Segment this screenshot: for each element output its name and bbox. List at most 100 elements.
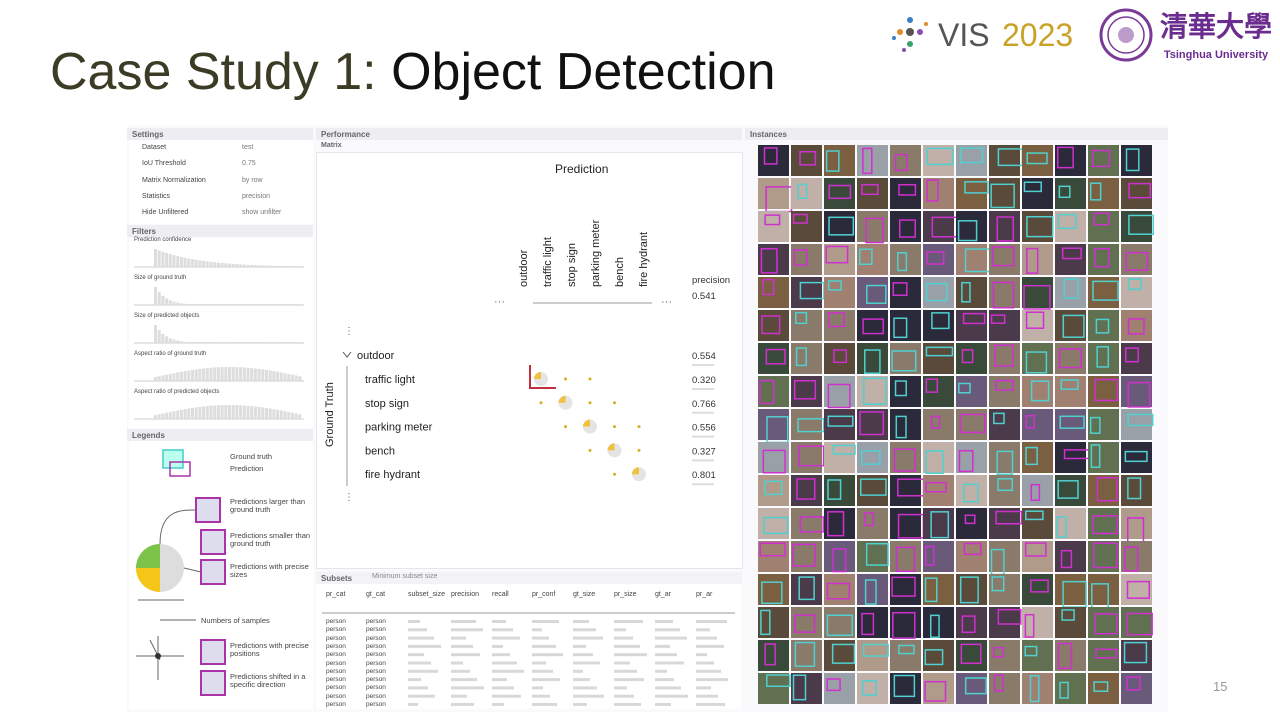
instance-box <box>1058 185 1071 199</box>
instance-thumb <box>824 343 855 374</box>
subset-cell: person <box>326 634 346 642</box>
instance-box <box>864 579 877 605</box>
filter-hist <box>283 342 287 343</box>
logo-year: 2023 <box>1002 17 1073 53</box>
filter-hist <box>239 405 243 419</box>
instance-thumb <box>1055 640 1086 671</box>
instance-box <box>964 677 987 695</box>
instance-thumb <box>1055 277 1086 308</box>
filter-hist <box>268 265 272 267</box>
filter-hist <box>253 406 257 419</box>
subset-bar <box>655 620 673 623</box>
matrix-panel <box>316 152 743 569</box>
instance-box <box>930 511 950 539</box>
subset-bar <box>696 644 724 648</box>
instance-box <box>894 380 907 397</box>
filter-hist <box>202 260 206 267</box>
instance-thumb <box>791 145 822 176</box>
instance-box <box>959 147 984 164</box>
filter-hist <box>213 262 217 267</box>
instance-box <box>765 348 786 365</box>
filter-hist <box>194 259 198 267</box>
subset-bar <box>573 694 604 698</box>
instance-thumb <box>989 178 1020 209</box>
subset-bar <box>408 694 435 698</box>
instance-box <box>992 281 1015 309</box>
filter-hist <box>261 407 265 419</box>
instance-thumb <box>824 409 855 440</box>
instance-thumb <box>1088 343 1119 374</box>
instance-box <box>1062 314 1085 338</box>
filter-hist <box>257 368 261 381</box>
row-label: stop sign <box>365 398 409 410</box>
instance-thumb <box>1022 508 1053 539</box>
legend-label: Ground truth <box>230 452 273 461</box>
subset-bar <box>451 661 463 665</box>
filter-hist <box>250 264 254 267</box>
filter-hist <box>216 342 220 343</box>
instance-box <box>993 646 1005 658</box>
instance-box <box>1123 641 1148 664</box>
filter-hist <box>290 374 294 381</box>
instance-thumb <box>758 607 789 638</box>
filter-hist <box>239 264 243 267</box>
instance-box <box>1089 182 1102 201</box>
instance-box <box>862 318 884 335</box>
filter-hist <box>235 342 239 343</box>
filter-hist <box>205 261 209 267</box>
filter-hist <box>168 373 172 381</box>
filter-hist <box>246 405 250 419</box>
instance-thumb <box>1022 673 1053 704</box>
filter-hist <box>283 411 287 419</box>
filter-hist <box>165 412 169 419</box>
subset-bar <box>655 653 677 657</box>
instance-box <box>798 445 825 467</box>
filter-hist <box>239 367 243 381</box>
instance-box <box>1023 181 1042 193</box>
instance-thumb <box>758 409 789 440</box>
instance-thumb <box>1022 475 1053 506</box>
subset-bar <box>614 620 643 623</box>
subset-cell: person <box>326 651 346 659</box>
cell-glyph-slice <box>607 443 615 451</box>
instance-box <box>895 546 916 573</box>
instance-box <box>1093 212 1110 226</box>
logo-vis: VIS <box>938 17 990 53</box>
filter-hist <box>253 304 257 305</box>
filter-hist <box>261 304 265 305</box>
column-label: bench <box>614 257 626 287</box>
instance-box <box>764 480 783 496</box>
instance-box <box>860 450 881 465</box>
instance-box <box>827 312 845 328</box>
instance-box <box>1063 278 1079 299</box>
legend-icon <box>200 529 226 555</box>
instance-box <box>893 317 908 339</box>
subset-bar <box>655 628 680 632</box>
cell-glyph-slice <box>632 467 639 475</box>
subset-bar <box>492 628 513 632</box>
instance-box <box>799 150 817 166</box>
instance-box <box>865 542 889 566</box>
instance-box <box>961 281 971 303</box>
filter-hist <box>261 369 265 381</box>
filter-hist <box>294 342 298 343</box>
row-value: 0.554 <box>692 351 716 362</box>
instance-box <box>894 153 908 171</box>
filter-hist <box>183 257 187 267</box>
filter-hist <box>187 370 191 381</box>
filter-hist <box>191 369 194 381</box>
subset-bar <box>614 661 630 665</box>
legends-header: Legends <box>127 429 313 441</box>
instance-box <box>1025 351 1048 374</box>
filter-hist <box>294 304 298 305</box>
subset-bar <box>408 653 424 657</box>
filter-hist <box>298 376 302 381</box>
instance-box <box>1128 214 1155 235</box>
instance-thumb <box>857 343 888 374</box>
filter-hist <box>287 304 291 305</box>
filter-hist <box>191 259 194 267</box>
filter-hist <box>205 342 209 343</box>
filter-hist <box>294 413 298 419</box>
filter-hist <box>209 342 213 343</box>
subset-cell: person <box>326 659 346 667</box>
